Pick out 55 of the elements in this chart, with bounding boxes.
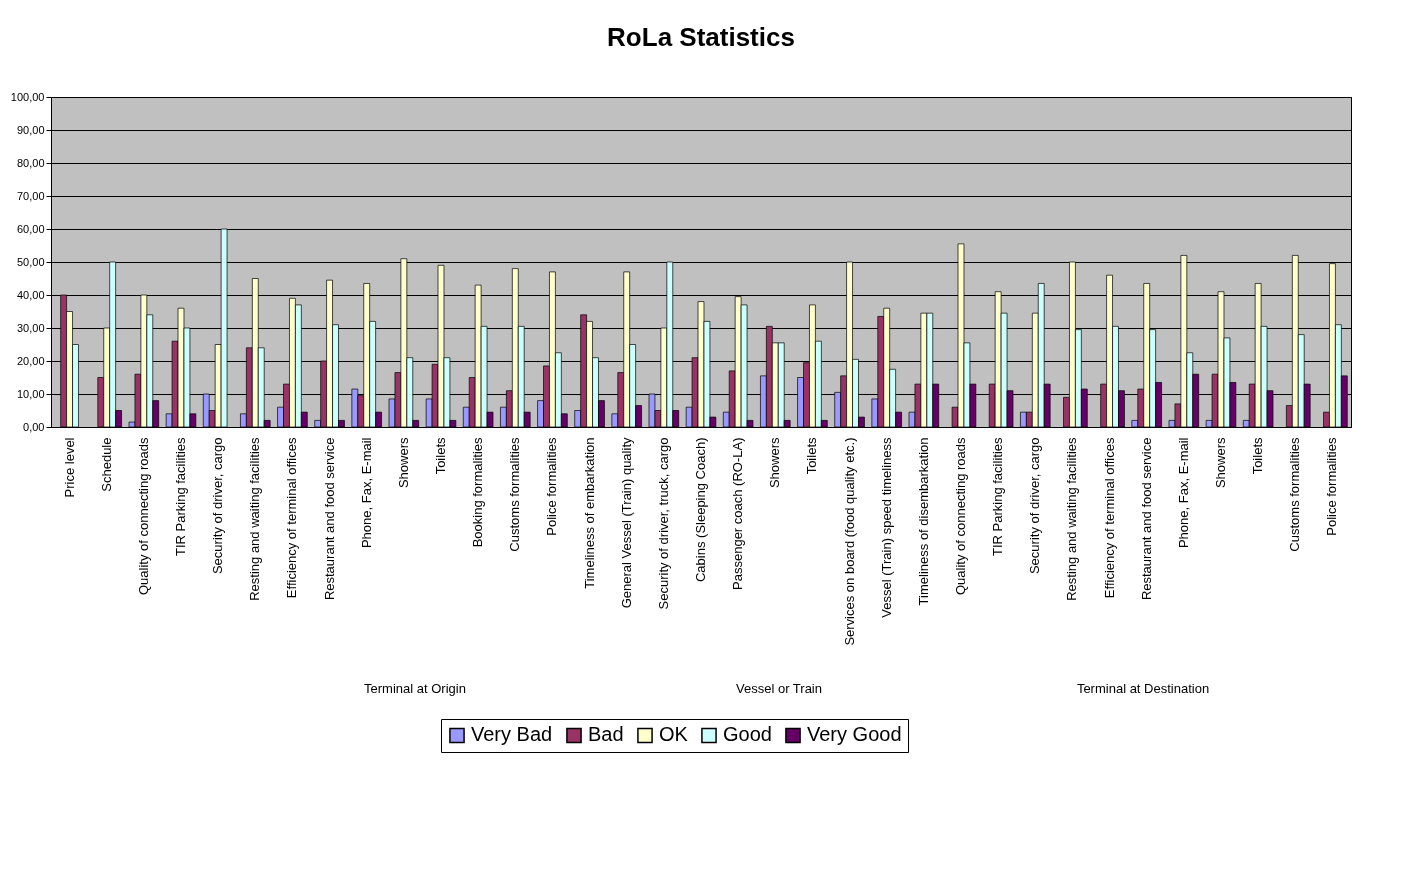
- x-tick-label: General Vessel (Train) quality: [618, 437, 634, 609]
- x-tick-label: Police formalities: [1324, 437, 1340, 536]
- x-tick-label: Timeliness of disembarkation: [915, 437, 931, 606]
- y-tick-label: 30,00: [16, 321, 45, 334]
- x-tick-label: Toilets: [804, 437, 820, 475]
- x-tick-label: Services on board (food quality etc.): [841, 437, 857, 646]
- y-tick-label: 60,00: [16, 222, 45, 235]
- x-tick-label: Quality of connecting roads: [953, 437, 968, 596]
- x-tick-label: Showers: [1213, 437, 1228, 489]
- x-tick-label: Police formalities: [544, 437, 560, 536]
- x-tick-label: Cabins (Sleeping Coach): [693, 437, 708, 583]
- x-tick-label: Price level: [61, 437, 77, 498]
- x-tick-label: Efficiency of terminal offices: [1101, 437, 1117, 599]
- text: Terminal at Origin: [364, 681, 466, 696]
- legend-label: OK: [659, 723, 689, 746]
- y-tick-label: 0,00: [23, 420, 45, 433]
- x-tick-label: Phone, Fax, E-mail: [1175, 437, 1191, 549]
- legend-label: Very Good: [807, 723, 902, 746]
- x-tick-label: Customs formalities: [507, 437, 523, 552]
- text: Vessel or Train: [736, 681, 822, 696]
- x-tick-label: Showers: [767, 437, 783, 489]
- chart-title: RoLa Statistics: [607, 22, 795, 52]
- x-tick-label: Toilets: [433, 437, 448, 475]
- y-tick-label: 40,00: [16, 288, 45, 301]
- x-tick-label: Phone, Fax, E-mail: [358, 437, 374, 549]
- x-tick-label: Security of driver, cargo: [1027, 437, 1043, 575]
- x-tick-label: Toilets: [1250, 437, 1266, 475]
- y-tick-label: 20,00: [16, 354, 45, 367]
- y-tick-label: 90,00: [16, 123, 45, 136]
- x-tick-label: Resting and waiting facilities: [247, 437, 263, 601]
- y-tick-label: 100,00: [10, 90, 45, 103]
- y-tick-label: 50,00: [16, 255, 45, 268]
- x-tick-label: Vessel (Train) speed timeliness: [878, 437, 894, 618]
- legend-label: Bad: [588, 723, 624, 746]
- x-tick-label: Customs formalities: [1287, 437, 1303, 552]
- y-tick-label: 10,00: [16, 387, 45, 400]
- x-tick-label: TIR Parking facilities: [990, 437, 1006, 556]
- x-tick-label: Resting and waiting facilities: [1064, 437, 1080, 601]
- legend-label: Good: [723, 723, 772, 746]
- x-tick-label: Schedule: [98, 437, 114, 492]
- legend-label: Very Bad: [471, 723, 553, 746]
- x-tick-label: Showers: [395, 437, 411, 489]
- x-tick-label: Quality of connecting roads: [135, 437, 151, 596]
- x-tick-label: Timeliness of embarkation: [581, 437, 597, 589]
- text: Terminal at Destination: [1076, 681, 1210, 696]
- x-tick-label: Booking formalities: [470, 437, 486, 548]
- x-tick-label: Efficiency of terminal offices: [284, 437, 300, 599]
- y-tick-label: 70,00: [16, 189, 45, 202]
- x-tick-label: TIR Parking facilities: [173, 437, 188, 556]
- x-tick-label: Security of driver, truck, cargo: [655, 437, 671, 610]
- x-tick-label: Restaurant and food service: [1138, 437, 1154, 601]
- x-tick-label: Passenger coach (RO-LA): [730, 437, 746, 590]
- x-tick-label: Security of driver, cargo: [210, 437, 226, 575]
- x-tick-label: Restaurant and food service: [321, 437, 337, 601]
- y-tick-label: 80,00: [16, 156, 45, 169]
